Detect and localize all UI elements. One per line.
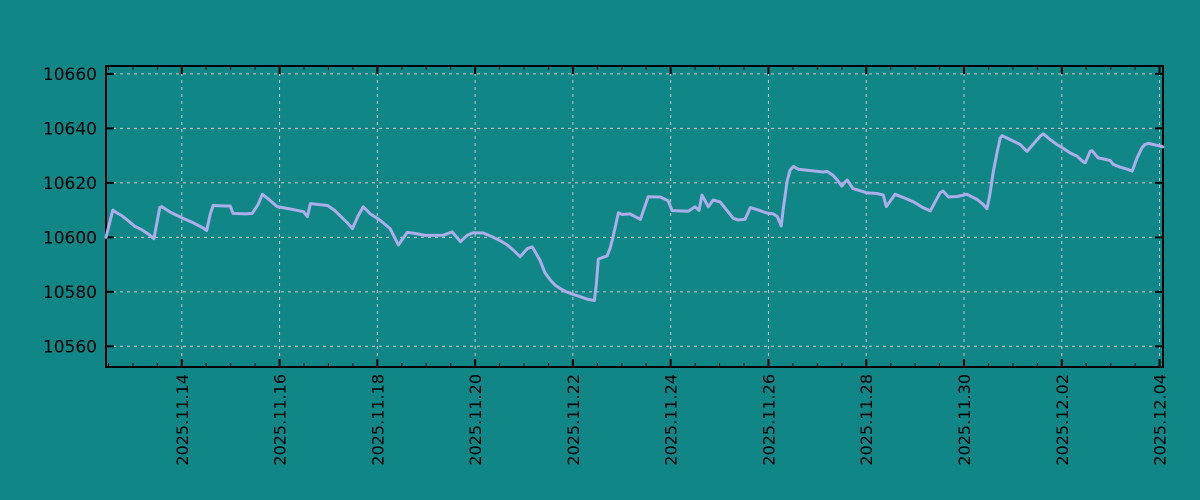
y-axis-tick-label: 10560 — [43, 337, 97, 357]
y-axis-tick-label: 10640 — [43, 119, 97, 139]
x-axis-tick-label: 2025.11.22 — [564, 374, 583, 466]
x-axis-tick-label: 2025.11.16 — [271, 374, 290, 466]
x-axis-tick-label: 2025.12.02 — [1053, 374, 1072, 466]
x-axis-tick-label: 2025.11.18 — [368, 374, 387, 466]
y-axis-tick-label: 10600 — [43, 228, 97, 248]
x-axis-tick-label: 2025.11.26 — [759, 374, 778, 466]
y-axis-tick-label: 10620 — [43, 174, 97, 194]
x-axis-tick-label: 2025.11.14 — [173, 374, 192, 466]
y-axis-tick-label: 10660 — [43, 65, 97, 85]
x-axis-tick-label: 2025.11.24 — [662, 374, 681, 466]
x-axis-tick-label: 2025.11.28 — [857, 374, 876, 466]
plot-border — [105, 65, 1164, 368]
x-axis-tick-label: 2025.11.20 — [466, 374, 485, 466]
y-axis-tick-label: 10580 — [43, 283, 97, 303]
series-line-instances — [104, 132, 1165, 302]
x-axis-tick-label: 2025.11.30 — [955, 374, 974, 466]
x-axis-tick-label: 2025.12.04 — [1151, 374, 1170, 466]
